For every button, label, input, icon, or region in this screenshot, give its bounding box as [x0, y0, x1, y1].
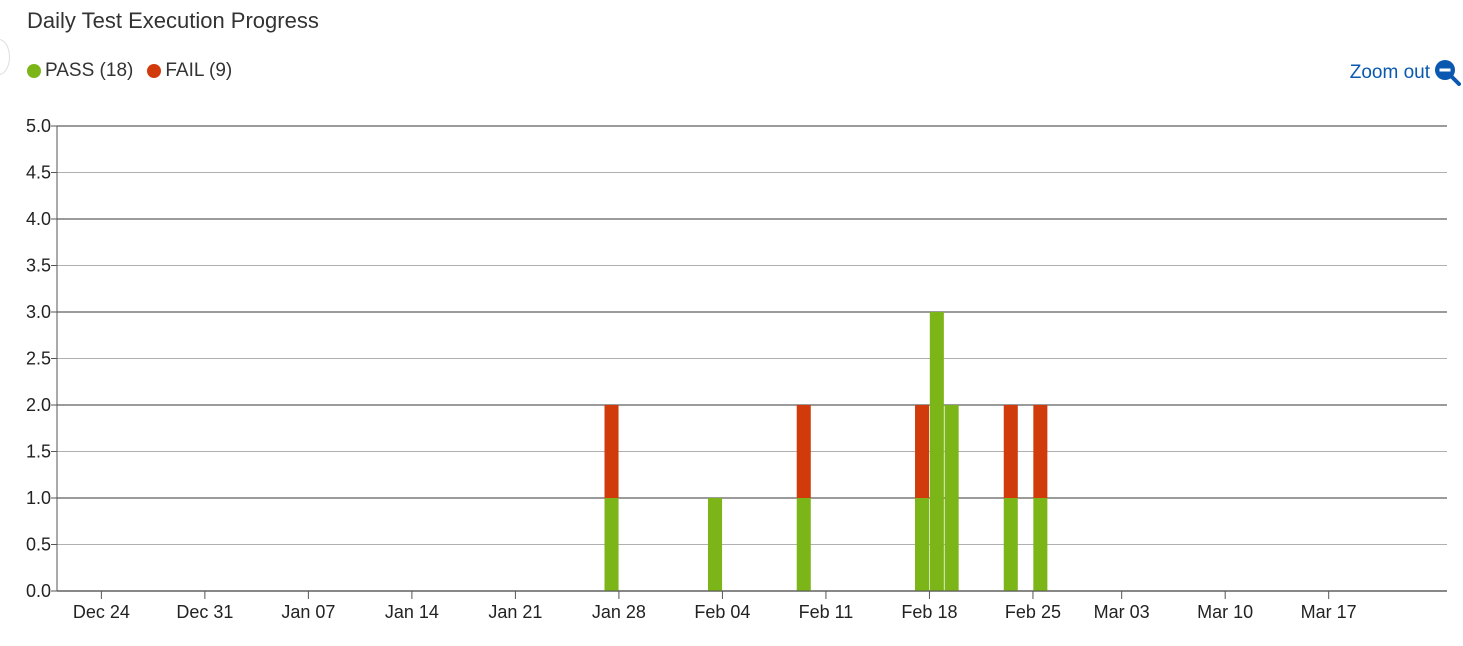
bar-fail	[1003, 405, 1018, 498]
x-tick-label: Feb 25	[1005, 602, 1061, 622]
y-tick-label: 4.0	[26, 209, 51, 229]
x-tick-label: Jan 14	[385, 602, 439, 622]
legend-item-fail[interactable]: FAIL (9)	[147, 60, 232, 82]
y-tick-label: 1.5	[26, 442, 51, 462]
bar-fail	[1033, 405, 1048, 498]
legend-label-pass: PASS (18)	[45, 60, 134, 81]
y-tick-label: 3.5	[26, 256, 51, 276]
bar-pass	[915, 498, 930, 591]
x-tick-label: Jan 28	[592, 602, 646, 622]
chart-legend: PASS (18) FAIL (9)	[27, 60, 232, 82]
bar-fail	[604, 405, 619, 498]
bar-fail	[915, 405, 930, 498]
bar-pass	[1033, 498, 1048, 591]
zoom-out-icon	[1435, 60, 1461, 86]
y-tick-label: 4.5	[26, 163, 51, 183]
x-tick-label: Mar 10	[1197, 602, 1253, 622]
bar-pass	[604, 498, 619, 591]
y-tick-label: 0.0	[26, 581, 51, 601]
bar-pass	[929, 312, 944, 591]
legend-marker-pass	[27, 64, 41, 78]
y-tick-label: 2.5	[26, 349, 51, 369]
x-tick-label: Feb 04	[694, 602, 750, 622]
bar-pass	[708, 498, 723, 591]
x-tick-label: Dec 24	[73, 602, 130, 622]
x-tick-label: Jan 07	[281, 602, 335, 622]
zoom-out-button[interactable]: Zoom out	[1350, 59, 1461, 86]
zoom-out-label: Zoom out	[1349, 61, 1430, 83]
x-tick-label: Dec 31	[176, 602, 233, 622]
bar-fail	[796, 405, 811, 498]
x-tick-label: Feb 11	[799, 602, 854, 622]
chart-title: Daily Test Execution Progress	[27, 8, 319, 33]
y-tick-label: 3.0	[26, 302, 51, 322]
legend-label-fail: FAIL (9)	[165, 60, 233, 81]
x-tick-label: Mar 17	[1301, 602, 1357, 622]
bar-pass	[796, 498, 811, 591]
y-tick-label: 1.0	[26, 488, 51, 508]
y-tick-label: 5.0	[26, 116, 51, 136]
grid-lines	[57, 125, 1447, 592]
axes: 0.0 0.5 1.0 1.5 2.0 2.5 3.0 3.5 4.0 4.5 5.0 Dec 24 D…	[26, 116, 1447, 622]
legend-marker-fail	[147, 64, 162, 78]
bars	[604, 312, 1048, 591]
y-tick-label: 2.0	[26, 395, 51, 415]
x-tick-label: Mar 03	[1094, 602, 1150, 622]
x-tick-label: Jan 21	[488, 602, 542, 622]
bar-pass	[944, 405, 959, 591]
y-tick-label: 0.5	[26, 535, 51, 555]
legend-item-pass[interactable]: PASS (18)	[27, 60, 133, 82]
x-tick-label: Feb 18	[901, 602, 957, 622]
bar-pass	[1003, 498, 1018, 591]
